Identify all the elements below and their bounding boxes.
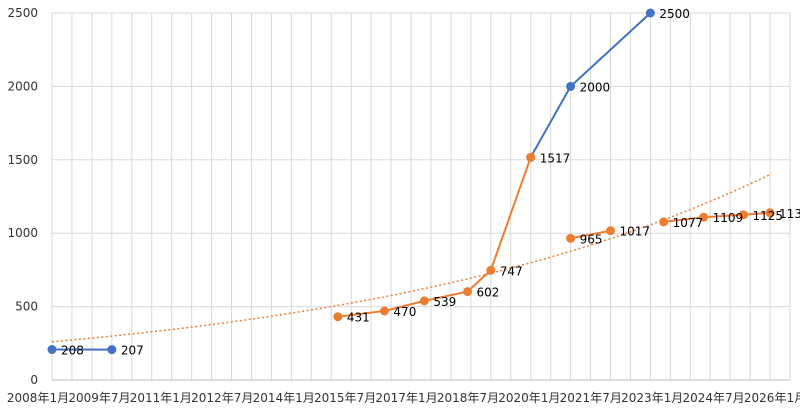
series-layer [47,8,775,355]
y-tick-label: 1500 [7,153,38,167]
data-point [47,344,57,354]
y-tick-label: 1000 [7,226,38,240]
y-tick-label: 500 [15,300,38,314]
data-point [107,345,117,355]
data-label: 208 [61,343,84,357]
series-line [570,229,611,240]
data-point [463,287,473,297]
data-label: 2500 [659,7,690,21]
x-tick-label: 2009年7月 [68,391,130,405]
data-label: 1109 [713,211,744,225]
data-point [765,208,775,218]
y-tick-label: 2500 [7,6,38,20]
grid-layer [51,12,791,380]
x-tick-label: 2011年1月 [130,391,192,405]
y-tick-label: 2000 [7,79,38,93]
data-label: 2000 [580,80,611,94]
data-point [419,296,429,306]
data-label: 470 [393,305,416,319]
data-label: 602 [477,286,500,300]
x-tick-label: 2012年7月 [191,391,253,405]
data-point [333,312,343,322]
data-label: 1017 [619,225,650,239]
data-point [738,210,748,220]
data-point [605,226,615,236]
data-point [566,81,576,91]
data-label: 1125 [752,209,783,223]
x-tick-label: 2015年7月 [314,391,376,405]
series-line [337,156,532,318]
data-label: 1139 [779,207,800,221]
data-label: 431 [347,311,370,325]
data-point [486,265,496,275]
x-tick-label: 2021年7月 [560,391,622,405]
x-tick-label: 2018年7月 [437,391,499,405]
x-tick-label: 2008年1月 [7,391,69,405]
series-line [663,211,771,223]
data-point [645,8,655,18]
data-point [379,306,389,316]
x-tick-label: 2017年1月 [375,391,437,405]
x-tick-label: 2020年1月 [498,391,560,405]
data-label: 207 [121,344,144,358]
data-point [699,212,709,222]
y-tick-label: 0 [30,373,38,387]
data-label: 747 [500,264,523,278]
x-tick-label: 2014年1月 [253,391,315,405]
x-tick-label: 2026年1月 [744,391,800,405]
x-tick-label: 2024年7月 [682,391,744,405]
data-label: 1077 [673,216,704,230]
data-point [526,152,536,162]
data-label: 965 [580,232,603,246]
x-tick-label: 2023年1月 [621,391,683,405]
data-point [659,217,669,227]
data-label: 539 [433,295,456,309]
axis-layer: 0 500 1000 1500 2000 2500 2008年1月 2009年7月 2011年1… [7,6,800,405]
data-point [566,233,576,243]
data-label: 1517 [540,151,571,165]
